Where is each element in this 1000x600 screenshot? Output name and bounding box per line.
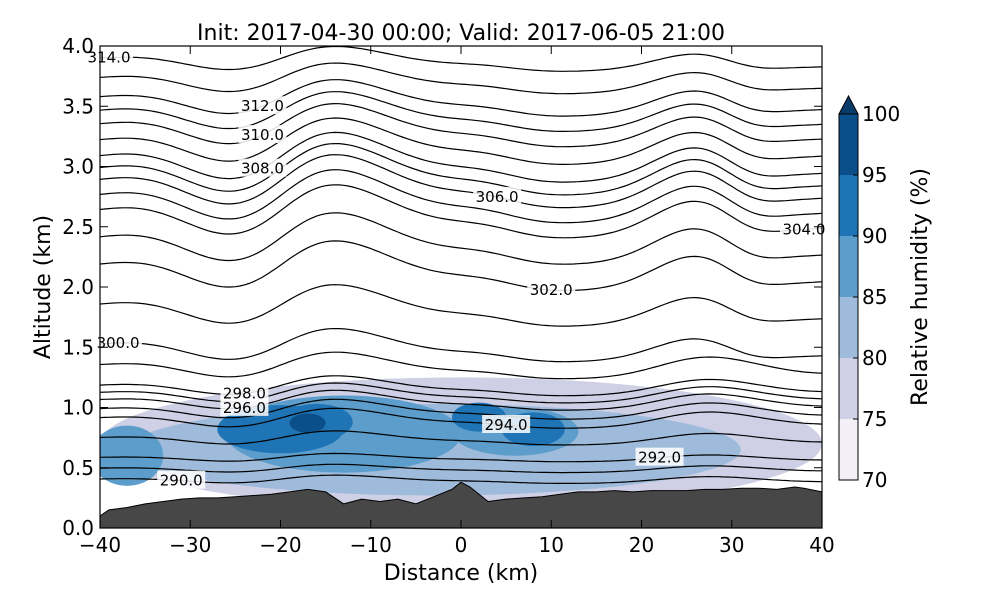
x-tick-label: −40 — [79, 533, 121, 557]
y-tick-label: 1.0 — [62, 396, 94, 420]
contour-label: 302.0 — [530, 281, 573, 299]
contour-label-bg — [238, 125, 287, 144]
colorbar-segment — [839, 114, 858, 175]
contour-label-bg — [238, 96, 287, 115]
theta-contour — [100, 131, 822, 183]
contour-label-bg — [473, 186, 522, 205]
contour-label: 306.0 — [476, 188, 519, 206]
contour-label: 300.0 — [97, 334, 140, 352]
y-tick-label: 3.0 — [62, 155, 94, 179]
theta-contour — [100, 375, 822, 397]
y-tick-label: 0.0 — [62, 516, 94, 540]
theta-contour — [100, 474, 822, 484]
x-tick-label: 40 — [809, 533, 834, 557]
colorbar-segment — [839, 175, 858, 236]
plot-area — [100, 46, 822, 528]
theta-contour — [100, 143, 822, 196]
theta-contour — [100, 79, 822, 117]
theta-contour — [100, 407, 822, 429]
colorbar-tick-label: 70 — [862, 468, 887, 492]
colorbar-segment — [839, 297, 858, 358]
contour-label: 312.0 — [241, 97, 284, 115]
contour-label: 308.0 — [241, 160, 284, 178]
y-tick-label: 3.5 — [62, 94, 94, 118]
colorbar-segment — [839, 358, 858, 419]
theta-contour — [100, 102, 822, 148]
terrain — [100, 481, 822, 528]
contour-label-bg — [238, 158, 287, 177]
theta-contour — [100, 463, 822, 474]
contour-label-bg — [779, 219, 828, 238]
x-tick-label: 10 — [539, 533, 564, 557]
contour-label: 298.0 — [223, 384, 266, 402]
contour-label-bg — [527, 280, 576, 299]
theta-contour — [100, 284, 822, 327]
colorbar-segment — [839, 419, 858, 480]
theta-contour — [100, 351, 822, 380]
contour-label: 304.0 — [782, 220, 825, 238]
humidity-region — [289, 413, 326, 433]
theta-contour — [100, 117, 822, 165]
y-tick-label: 2.0 — [62, 275, 94, 299]
contour-label: 294.0 — [485, 416, 528, 434]
colorbar-tick-label: 90 — [862, 224, 887, 248]
colorbar-label: Relative humidity (%) — [908, 168, 933, 406]
theta-contour — [100, 62, 822, 95]
theta-contour — [100, 328, 822, 363]
x-tick-label: 20 — [629, 533, 654, 557]
theta-contour-layer — [100, 46, 822, 484]
theta-contour — [100, 184, 822, 239]
x-tick-label: −10 — [350, 533, 392, 557]
x-tick-label: 30 — [719, 533, 744, 557]
humidity-region — [100, 425, 164, 486]
theta-contour — [100, 452, 822, 463]
contour-label: 292.0 — [638, 449, 681, 467]
contour-label: 296.0 — [223, 399, 266, 417]
contour-label: 314.0 — [88, 49, 131, 67]
x-tick-label: 0 — [455, 533, 468, 557]
theta-contour — [100, 240, 822, 292]
colorbar-tick-label: 95 — [862, 163, 887, 187]
chart-title: Init: 2017-04-30 00:00; Valid: 2017-06-0… — [197, 21, 725, 46]
y-tick-label: 1.5 — [62, 335, 94, 359]
x-tick-label: −20 — [259, 533, 301, 557]
x-axis: −40 −30 −20 −10 0 10 20 30 40 — [79, 46, 835, 557]
terrain-layer — [100, 481, 822, 528]
theta-contour — [100, 154, 822, 209]
contour-label-bg — [220, 383, 269, 402]
y-tick-label: 2.5 — [62, 215, 94, 239]
colorbar: 70 75 80 85 90 95 100 — [838, 94, 900, 492]
contour-label-bg — [157, 470, 206, 489]
colorbar-extend-arrow — [838, 94, 859, 115]
theta-contour — [100, 398, 822, 420]
y-axis: 0.0 0.5 1.0 1.5 2.0 2.5 3.0 3.5 4.0 — [62, 34, 822, 540]
colorbar-segment — [839, 236, 858, 297]
x-tick-label: −30 — [169, 533, 211, 557]
theta-contour — [100, 389, 822, 411]
colorbar-tick-label: 75 — [862, 407, 887, 431]
colorbar-tick-label: 80 — [862, 346, 887, 370]
contour-label-bg — [85, 47, 134, 66]
theta-contour — [100, 169, 822, 224]
contour-label-bg — [220, 397, 269, 416]
contour-label-bg — [94, 333, 143, 352]
contour-label-bg — [635, 447, 684, 466]
colorbar-tick-label: 100 — [862, 102, 900, 126]
y-tick-label: 0.5 — [62, 456, 94, 480]
contour-label: 310.0 — [241, 126, 284, 144]
y-tick-label: 4.0 — [62, 34, 94, 58]
x-axis-label: Distance (km) — [384, 561, 539, 586]
y-axis-label: Altitude (km) — [31, 215, 56, 359]
contour-label: 290.0 — [160, 472, 203, 490]
theta-contour — [100, 430, 822, 446]
theta-contour — [100, 91, 822, 132]
theta-contour — [100, 46, 822, 72]
contour-label-bg — [482, 414, 531, 433]
theta-contour — [100, 212, 822, 265]
colorbar-tick-label: 85 — [862, 285, 887, 309]
theta-contour — [100, 382, 822, 404]
